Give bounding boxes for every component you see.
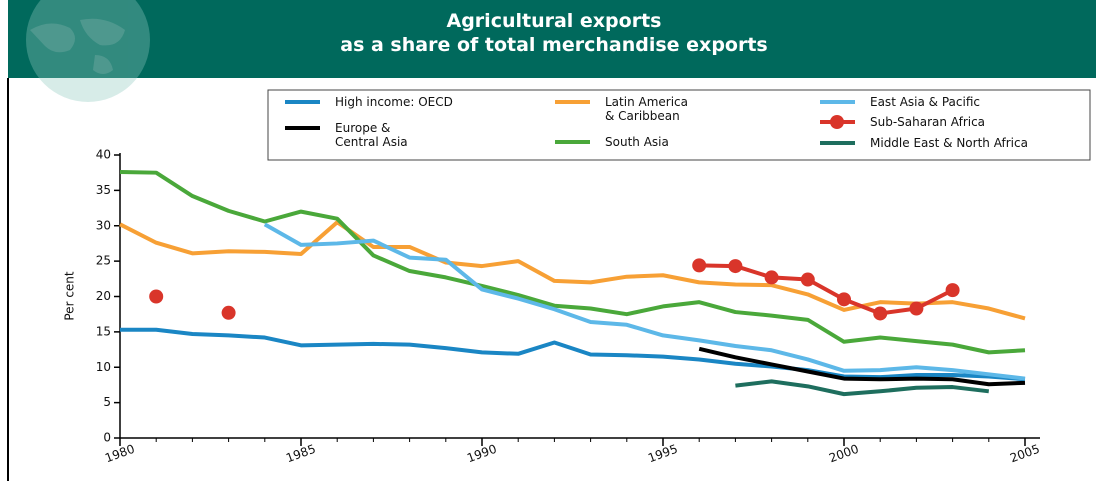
series-marker xyxy=(728,259,743,274)
series-marker xyxy=(873,306,888,321)
series-line xyxy=(263,222,1026,381)
y-tick-label: 5 xyxy=(103,395,111,409)
series-line xyxy=(119,169,1026,355)
chart-title: Agricultural exports xyxy=(446,10,662,32)
header-band xyxy=(8,0,1096,78)
y-tick-label: 0 xyxy=(103,431,111,445)
series-marker xyxy=(945,283,960,298)
legend-box xyxy=(267,89,1091,161)
x-tick-label: 1985 xyxy=(284,442,317,466)
y-tick-label: 15 xyxy=(96,324,111,338)
y-tick-label: 20 xyxy=(96,289,111,303)
series-marker xyxy=(909,301,924,316)
series-marker xyxy=(221,305,236,320)
series-marker xyxy=(800,272,815,287)
legend-label: Sub-Saharan Africa xyxy=(870,115,986,129)
x-tick-label: 2000 xyxy=(827,442,860,466)
series-line xyxy=(120,327,1026,382)
globe-icon xyxy=(26,0,150,102)
x-tick-label: 1980 xyxy=(103,442,136,466)
legend-label: East Asia & Pacific xyxy=(870,95,980,109)
chart-subtitle: as a share of total merchandise exports xyxy=(340,34,768,56)
series-marker xyxy=(837,292,851,307)
x-tick-label: 2005 xyxy=(1008,442,1041,466)
series-marker xyxy=(764,270,779,285)
y-tick-label: 30 xyxy=(96,218,111,232)
y-tick-label: 10 xyxy=(96,360,111,374)
y-tick-label: 40 xyxy=(96,148,111,162)
x-tick-label: 1995 xyxy=(646,442,679,466)
y-tick-label: 35 xyxy=(96,183,111,197)
legend-label: Middle East & North Africa xyxy=(870,136,1028,150)
y-axis-label: Per cent xyxy=(63,271,77,321)
legend-label: Europe & Central Asia xyxy=(335,121,408,149)
legend-marker xyxy=(830,115,844,129)
legend-label: South Asia xyxy=(605,135,669,149)
series-marker xyxy=(149,289,164,304)
series-marker xyxy=(692,258,707,273)
x-tick-label: 1990 xyxy=(465,442,498,466)
legend-label: Latin America & Caribbean xyxy=(605,95,688,123)
series-line xyxy=(698,346,1026,387)
y-tick-label: 25 xyxy=(96,254,111,268)
series-line xyxy=(735,379,990,397)
legend-label: High income: OECD xyxy=(335,95,453,109)
series-line xyxy=(119,220,1026,321)
